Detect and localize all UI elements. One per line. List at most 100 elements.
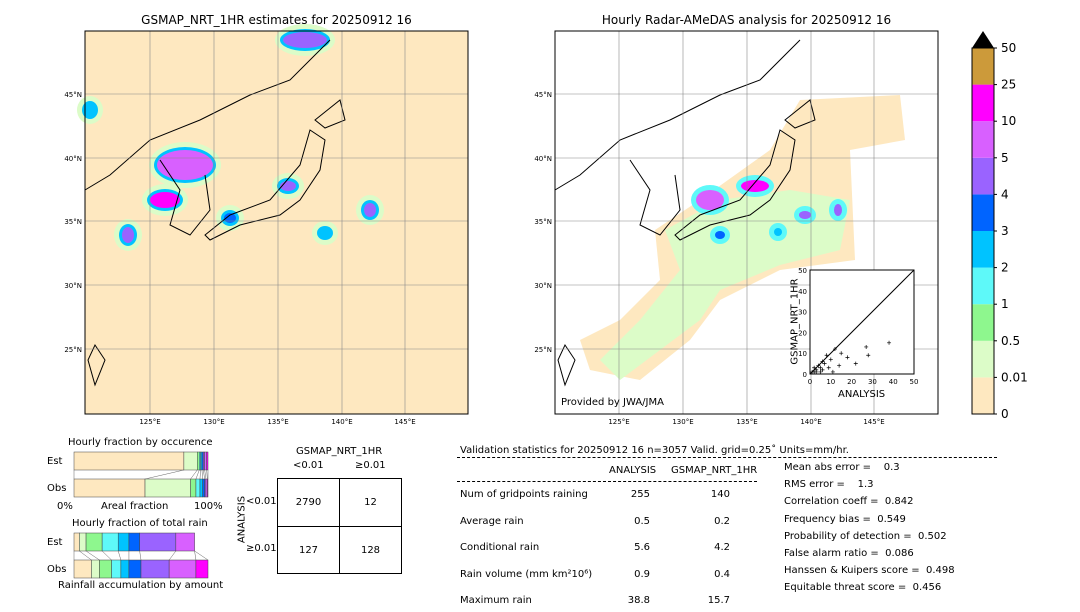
coastline: [554, 39, 801, 191]
rain-est-segment: [73, 532, 80, 552]
cell-d: 128: [360, 545, 381, 556]
cont-title: GSMAP_NRT_1HR: [296, 446, 383, 457]
scatter-point: [820, 367, 825, 372]
inset-x-tick: 30: [868, 378, 877, 386]
rain-est-segment: [79, 532, 87, 552]
occ-obs-segment: [190, 478, 197, 498]
stat-analysis: 5.6: [634, 542, 650, 553]
japan-coastline: [674, 129, 796, 241]
colorbar-segment: [972, 267, 994, 305]
rain-est-segment: [117, 532, 130, 552]
stat-label: Average rain: [460, 515, 524, 527]
scatter-point: [864, 344, 869, 349]
colorbar-label: 1: [1001, 297, 1009, 311]
scatter-point: [812, 365, 817, 370]
occ-obs-segment: [195, 478, 201, 498]
scatter-point: [824, 353, 829, 358]
occ-x0: 0%: [57, 501, 73, 512]
rain-heavy: [774, 228, 782, 236]
scatter-point: [814, 369, 819, 374]
scatter-point: [818, 369, 823, 374]
occ-est-segment: [73, 451, 185, 471]
lat-tick-label: 25°N: [534, 346, 552, 354]
lat-tick-label: 40°N: [64, 155, 82, 163]
scatter-point: [837, 363, 842, 368]
left-map-bg: [85, 31, 468, 414]
score-line: RMS error = 1.3: [784, 479, 874, 491]
rain-est-segment: [128, 532, 140, 552]
rain-obs-segment: [111, 559, 122, 579]
lat-tick-label: 30°N: [64, 282, 82, 290]
rain-est-segment: [175, 532, 195, 552]
rain-connector: [117, 550, 122, 561]
contingency-table: 2790 12 127 128: [277, 478, 402, 574]
colorbar-label: 3: [1001, 224, 1009, 238]
occ-est-segment: [183, 451, 198, 471]
stat-label: Maximum rain: [460, 595, 532, 606]
lon-tick-label: 140°E: [331, 418, 352, 426]
rain-est-segment: [101, 532, 119, 552]
stat-label: Conditional rain: [460, 542, 540, 553]
scatter-point: [816, 363, 821, 368]
lat-tick-label: 35°N: [64, 218, 82, 226]
scatter-point: [818, 365, 823, 370]
scatter-point: [828, 357, 833, 362]
rain-connector: [168, 550, 177, 561]
rain-est-label: Est: [47, 537, 63, 548]
occ-connector: [195, 469, 200, 480]
colorbar-segment: [972, 84, 994, 122]
rain-heavy: [157, 150, 213, 180]
occ-est-label: Est: [47, 456, 63, 467]
cont-col1: <0.01: [293, 460, 324, 471]
occ-connector: [199, 469, 201, 480]
colorbar-label: 10: [1001, 114, 1016, 128]
cell-c: 127: [298, 545, 319, 556]
lon-tick-label: 145°E: [863, 418, 884, 426]
rain-heavy: [122, 227, 134, 243]
lat-tick-label: 35°N: [534, 218, 552, 226]
colorbar-segment: [972, 194, 994, 231]
map-frame: [554, 30, 939, 415]
inset-y-tick: 40: [798, 288, 807, 296]
korea-coastline: [159, 159, 211, 236]
colorbar-label: 25: [1001, 78, 1016, 92]
lat-tick-label: 45°N: [534, 91, 552, 99]
cont-row1: <0.01: [246, 496, 277, 507]
lon-tick-label: 130°E: [203, 418, 224, 426]
score-line: Equitable threat score = 0.456: [784, 582, 942, 594]
colorbar-over-triangle: [972, 31, 994, 48]
occ-obs-segment: [199, 478, 203, 498]
colorbar-label: 0.5: [1001, 334, 1020, 348]
stat-gsmap: 0.4: [714, 568, 730, 580]
lon-tick-label: 145°E: [394, 418, 415, 426]
left-map: [77, 24, 468, 414]
colorbar-label: 5: [1001, 151, 1009, 165]
rain-heavy: [741, 180, 769, 192]
stat-analysis: 255: [630, 489, 650, 500]
score-line: False alarm ratio = 0.086: [784, 548, 914, 559]
cell-b: 12: [364, 497, 377, 508]
colorbar-segment: [972, 157, 994, 195]
rain-connector: [139, 550, 142, 561]
occ-obs-label: Obs: [47, 483, 67, 494]
rain-obs-label: Obs: [47, 564, 67, 575]
colorbar-label: 50: [1001, 41, 1016, 55]
occ-est-segment: [204, 451, 207, 471]
inset-y-tick: 20: [798, 329, 807, 337]
stats-col-analysis: ANALYSIS: [609, 465, 657, 476]
scatter-point: [826, 365, 831, 370]
taiwan-coastline: [557, 343, 576, 387]
rain-heavy: [320, 229, 330, 237]
taiwan-coastline: [87, 343, 106, 387]
score-line: Probability of detection = 0.502: [784, 530, 947, 542]
rain-heavy: [364, 203, 376, 217]
stat-analysis: 38.8: [627, 595, 650, 606]
stat-label: Rain volume (mm km²10⁶): [460, 568, 593, 580]
occ-connector: [144, 469, 184, 480]
rain-heavy: [85, 104, 95, 116]
rain-heavy: [150, 192, 180, 208]
korea-coastline: [629, 159, 681, 236]
cont-row2: ≥0.01: [246, 543, 277, 554]
inset-ylabel: GSMAP_NRT_1HR: [789, 278, 801, 365]
left-map-title: GSMAP_NRT_1HR estimates for 20250912 16: [141, 13, 412, 27]
